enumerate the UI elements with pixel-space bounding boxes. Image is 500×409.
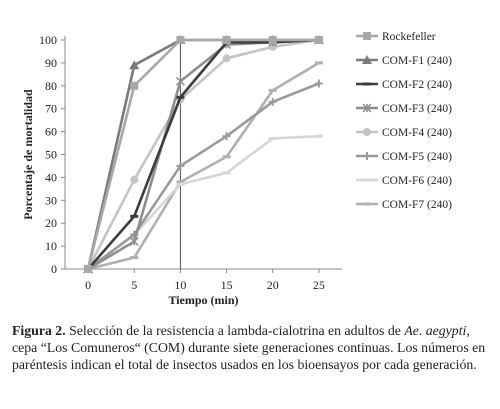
data-point (314, 61, 323, 65)
data-point (130, 175, 139, 184)
legend-label: COM-F4 (240) (382, 127, 452, 139)
data-point (129, 236, 139, 247)
data-point (176, 180, 185, 184)
data-point (268, 88, 277, 92)
data-point (176, 36, 185, 44)
x-tick-label: 0 (85, 278, 91, 292)
series-com-f7-240- (84, 61, 323, 271)
legend-label: COM-F3 (240) (382, 103, 452, 115)
caption-text-1: Selección de la resistencia a lambda-cia… (65, 323, 405, 338)
y-tick-label: 20 (45, 216, 57, 230)
data-point (222, 54, 231, 63)
legend-item: Rockefeller (356, 31, 436, 43)
data-point (268, 136, 277, 140)
data-point (314, 36, 323, 44)
data-point (362, 103, 372, 113)
data-point (314, 134, 323, 138)
data-point (363, 82, 371, 86)
data-point (176, 182, 185, 186)
data-point (363, 32, 371, 40)
data-point (130, 256, 139, 260)
x-axis-title: Tiempo (min) (168, 293, 238, 307)
data-point (268, 36, 277, 44)
data-point (362, 55, 372, 64)
legend-label: COM-F1 (240) (382, 55, 452, 67)
data-point (222, 36, 231, 44)
legend-item: COM-F2 (240) (356, 79, 452, 91)
series-line (87, 38, 319, 271)
y-tick-label: 90 (45, 56, 57, 70)
y-axis-title: Porcentaje de mortalidad (21, 89, 35, 220)
legend-item: COM-F4 (240) (356, 127, 452, 139)
legend-label: Rockefeller (382, 31, 436, 43)
data-point (176, 95, 185, 99)
y-tick-label: 0 (51, 262, 57, 276)
legend-label: COM-F5 (240) (382, 151, 452, 163)
caption-label: Figura 2. (12, 323, 66, 338)
data-point (268, 97, 277, 106)
series-line (87, 82, 320, 271)
mortality-line-chart: 0 10 20 30 40 50 60 70 80 90 100 0 5 10 15 20 25 Tiempo (… (21, 31, 452, 307)
series-com-f5-240- (84, 79, 323, 273)
y-tick-label: 100 (39, 33, 57, 47)
data-point (84, 265, 93, 273)
chart-area: 0 10 20 30 40 50 60 70 80 90 100 0 5 10 15 20 25 Tiempo (… (21, 31, 452, 307)
legend-label: COM-F7 (240) (382, 199, 452, 211)
data-point (363, 152, 371, 160)
caption-text-2: , cepa “Los Comuneros“ (COM) durante sie… (12, 323, 486, 372)
caption-species: Ae. aegypti (404, 323, 467, 338)
series-rockefeller (84, 36, 323, 273)
series-line (86, 38, 319, 270)
data-point (363, 128, 371, 136)
data-point (129, 60, 140, 70)
data-point (176, 161, 185, 170)
x-tick-label: 15 (221, 278, 233, 292)
data-point (314, 79, 323, 88)
y-tick-label: 70 (45, 102, 57, 116)
series-com-f2-240- (84, 38, 323, 271)
series-line (86, 38, 320, 270)
legend-label: COM-F6 (240) (382, 175, 452, 187)
figure-caption: Figura 2. Selección de la resistencia a … (12, 322, 490, 373)
x-tick-label: 5 (131, 278, 137, 292)
legend-item: COM-F6 (240) (356, 175, 452, 187)
y-tick-label: 80 (45, 79, 57, 93)
data-point (175, 76, 185, 86)
data-point (222, 155, 231, 159)
legend-item: COM-F5 (240) (356, 151, 452, 163)
series-line (87, 61, 320, 271)
x-tick-label: 25 (313, 278, 325, 292)
data-point (130, 81, 139, 90)
y-tick-label: 50 (45, 148, 57, 162)
y-tick-label: 30 (45, 193, 57, 207)
legend-item: COM-F3 (240) (356, 103, 452, 115)
y-tick-label: 10 (45, 239, 57, 253)
legend-item: COM-F7 (240) (356, 199, 452, 211)
data-point (222, 171, 231, 175)
legend-label: COM-F2 (240) (382, 79, 452, 91)
data-point (363, 178, 371, 182)
legend-item: COM-F1 (240) (356, 55, 452, 67)
x-tick-label: 20 (267, 278, 279, 292)
series-line (86, 38, 319, 270)
data-point (222, 132, 231, 141)
series-line (87, 38, 319, 270)
y-tick-label: 40 (45, 170, 57, 184)
y-tick-label: 60 (45, 125, 57, 139)
x-tick-label: 10 (174, 278, 186, 292)
data-point (130, 214, 139, 218)
data-point (363, 202, 371, 206)
